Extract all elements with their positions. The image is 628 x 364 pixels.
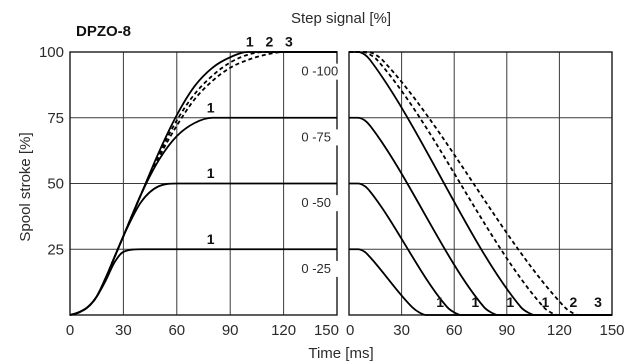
chart-title: DPZO-8 [76, 23, 131, 40]
x-axis-label: Time [ms] [308, 345, 373, 362]
panel-closing: 0 30 60 90 120 150 1 1 1 1 2 3 [346, 51, 625, 339]
curve-label: 2 [265, 34, 273, 50]
y-tick-label: 25 [47, 241, 64, 258]
panel-opening: 0 30 60 90 120 150 25 50 75 100 0 -100 0 -75 0 -50 0 … [39, 34, 347, 339]
series-line-closing-5 [348, 51, 612, 316]
series-line-closing-0 [348, 248, 612, 316]
series-line-opening-5 [69, 248, 337, 316]
curve-label: 1 [541, 294, 549, 310]
x-tick-label: 30 [115, 322, 132, 339]
x-tick-label: 120 [271, 322, 296, 339]
y-axis-label: Spool stroke [%] [17, 132, 34, 241]
step-label: 0 -50 [301, 195, 331, 210]
y-tick-label: 75 [47, 110, 64, 127]
curve-label: 1 [246, 34, 254, 50]
step-signal-label: Step signal [%] [291, 10, 391, 27]
step-label-bg [298, 63, 347, 80]
y-tick-label: 50 [47, 176, 64, 193]
step-label: 0 -100 [301, 64, 338, 79]
curve-label: 1 [506, 294, 514, 310]
curve-label: 3 [594, 294, 602, 310]
step-label-bg [298, 260, 340, 277]
x-tick-label: 150 [599, 322, 624, 339]
curve-label: 1 [436, 294, 444, 310]
x-tick-label: 90 [222, 322, 239, 339]
series-line-closing-2 [349, 116, 612, 316]
step-label: 0 -25 [301, 261, 331, 276]
curve-label: 1 [207, 231, 215, 247]
x-tick-label: 0 [346, 322, 354, 339]
x-tick-label: 0 [66, 322, 74, 339]
x-tick-label: 60 [446, 322, 463, 339]
series-line-opening-3 [69, 116, 337, 316]
x-tick-label: 30 [393, 322, 410, 339]
step-label: 0 -75 [301, 129, 331, 144]
x-tick-label: 60 [168, 322, 185, 339]
curve-label: 3 [285, 34, 293, 50]
curve-label: 1 [471, 294, 479, 310]
curve-label: 1 [207, 99, 215, 115]
x-tick-label: 90 [498, 322, 515, 339]
curve-label: 2 [570, 294, 578, 310]
x-tick-label: 150 [314, 322, 339, 339]
x-tick-label: 120 [547, 322, 572, 339]
step-label-bg [298, 195, 340, 212]
step-label-bg [298, 129, 340, 146]
series-line-closing-1 [349, 182, 612, 316]
curve-label: 1 [207, 165, 215, 181]
y-tick-label: 100 [39, 44, 64, 61]
